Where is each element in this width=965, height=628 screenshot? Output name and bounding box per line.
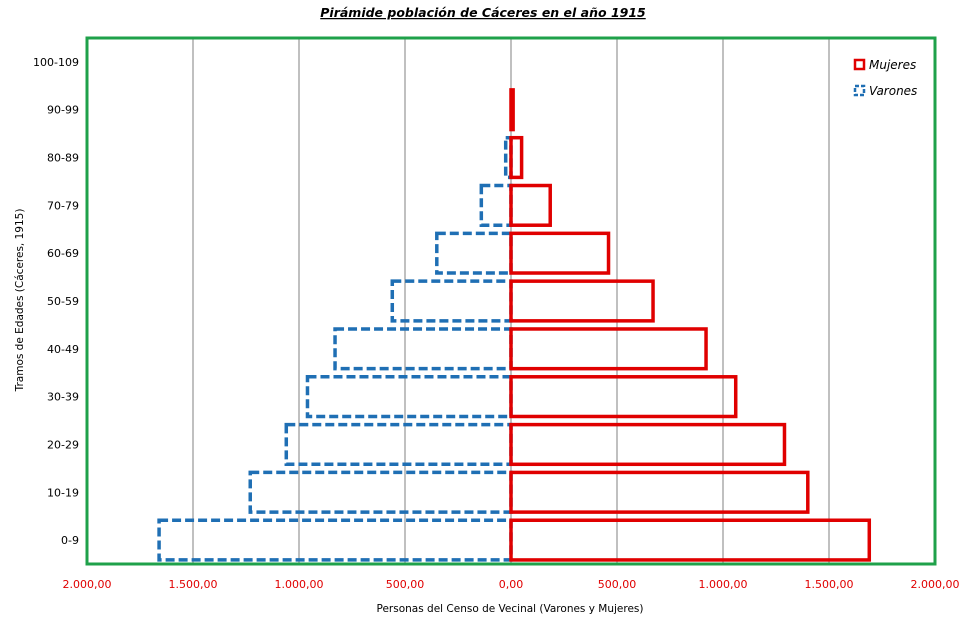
y-tick-label: 90-99 (47, 104, 79, 117)
bar-mujeres-60-69 (509, 231, 611, 275)
x-tick-label: 500,00 (598, 578, 637, 591)
y-tick-label: 40-49 (47, 343, 79, 356)
y-tick-label: 60-69 (47, 247, 79, 260)
x-tick-label: 2.000,00 (63, 578, 112, 591)
y-tick-label: 30-39 (47, 391, 79, 404)
x-tick-labels: 2.000,00 1.500,00 1.000,00 500,00 0,00 500,00… (63, 578, 960, 591)
bar-mujeres-50-59 (509, 279, 655, 323)
legend-label-varones: Varones (869, 84, 917, 98)
bar-varones-30-39 (305, 375, 513, 419)
x-axis-label: Personas del Censo de Vecinal (Varones y… (377, 603, 644, 615)
y-tick-label: 80-89 (47, 152, 79, 165)
bar-mujeres-80-89 (509, 135, 524, 180)
bar-varones-40-49 (333, 327, 513, 371)
plot-area-border (85, 36, 937, 566)
x-tick-label: 500,00 (386, 578, 425, 591)
bar-varones-60-69 (435, 231, 513, 275)
bar-mujeres-70-79 (509, 183, 552, 227)
bar-varones-50-59 (390, 279, 513, 323)
bar-varones-70-79 (479, 183, 513, 227)
x-tick-label: 2.000,00 (911, 578, 960, 591)
bars (157, 88, 872, 562)
bar-mujeres-0-9 (509, 518, 872, 562)
y-tick-label: 0-9 (61, 534, 79, 547)
bar-mujeres-20-29 (509, 422, 787, 467)
legend: Mujeres Varones (853, 58, 917, 98)
x-tick-label: 0,00 (499, 578, 524, 591)
legend-swatch-varones (853, 84, 866, 97)
bar-varones-10-19 (248, 470, 513, 514)
legend-label-mujeres: Mujeres (869, 58, 916, 72)
y-tick-label: 70-79 (47, 199, 79, 212)
y-tick-label: 20-29 (47, 438, 79, 451)
bar-mujeres-90-99 (509, 88, 515, 132)
bar-mujeres-40-49 (509, 327, 708, 371)
bar-mujeres-30-39 (509, 375, 738, 419)
x-tick-label: 1.000,00 (275, 578, 324, 591)
x-tick-label: 1.000,00 (699, 578, 748, 591)
x-tick-label: 1.500,00 (169, 578, 218, 591)
chart-title: Pirámide población de Cáceres en el año … (320, 5, 646, 20)
y-tick-label: 100-109 (33, 56, 79, 69)
y-tick-labels: 0-9 10-19 20-29 30-39 40-49 50-59 60-69 70-79 80… (33, 56, 79, 547)
y-axis-label: Tramos de Edades (Cáceres, 1915) (14, 209, 26, 393)
legend-swatch-mujeres (853, 58, 866, 71)
y-tick-label: 50-59 (47, 295, 79, 308)
bar-varones-0-9 (157, 518, 513, 562)
bar-varones-20-29 (284, 422, 513, 467)
x-tick-label: 1.500,00 (805, 578, 854, 591)
bar-varones-80-89 (503, 135, 513, 180)
bar-mujeres-10-19 (509, 470, 810, 514)
y-tick-label: 10-19 (47, 486, 79, 499)
